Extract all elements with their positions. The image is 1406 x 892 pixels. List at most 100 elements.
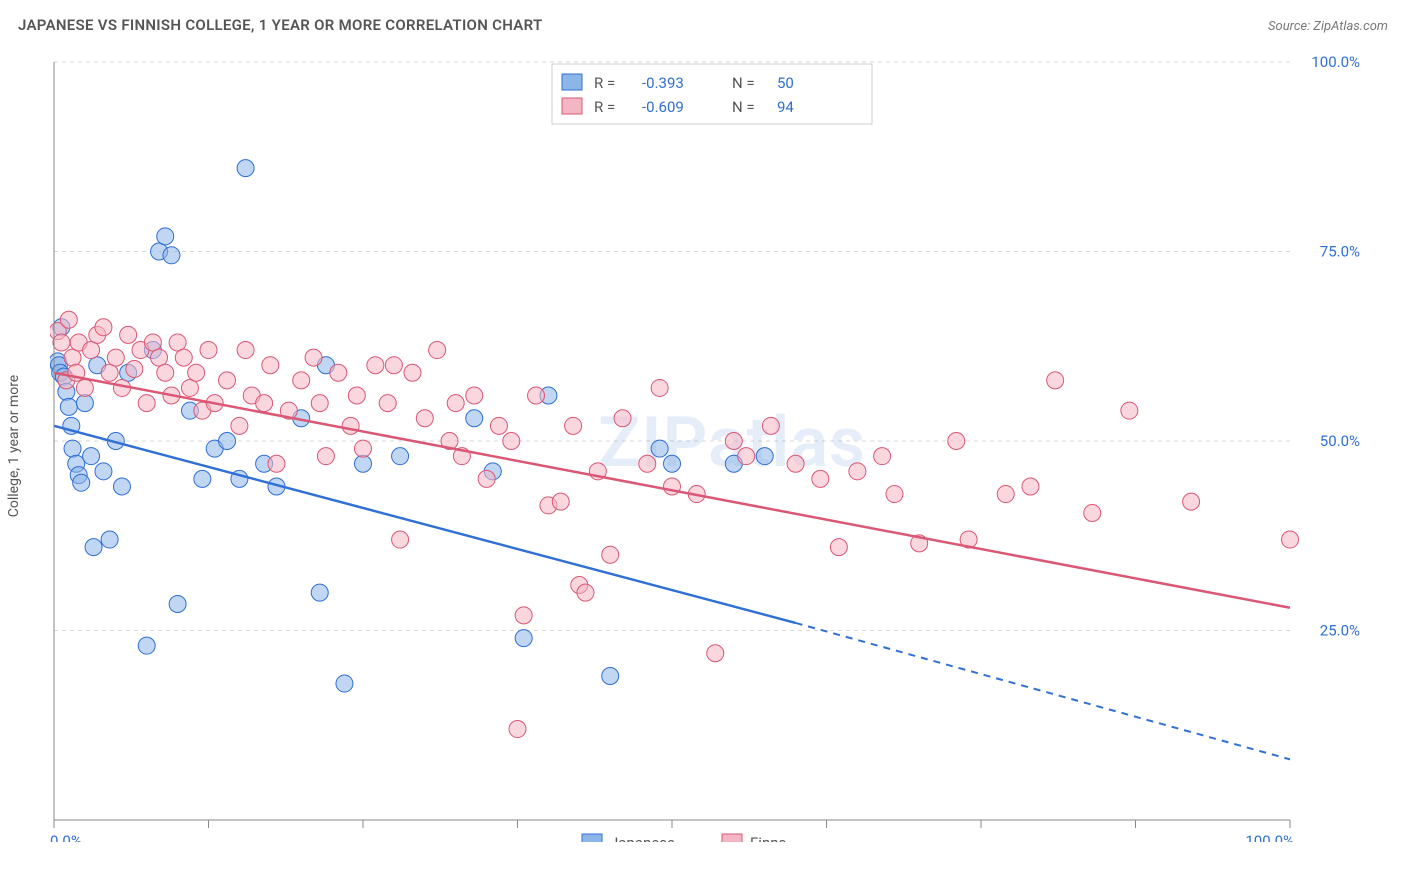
scatter-point [53, 334, 70, 351]
legend-swatch [562, 74, 582, 90]
scatter-point [478, 470, 495, 487]
svg-text:-0.609: -0.609 [642, 98, 684, 116]
svg-text:94: 94 [777, 98, 794, 116]
scatter-point [330, 364, 347, 381]
scatter-point [725, 433, 742, 450]
scatter-point [1121, 402, 1138, 419]
scatter-point [305, 349, 322, 366]
scatter-point [126, 360, 143, 377]
chart-title: JAPANESE VS FINNISH COLLEGE, 1 YEAR OR M… [18, 16, 543, 34]
scatter-point [138, 637, 155, 654]
scatter-point [107, 349, 124, 366]
scatter-point [738, 448, 755, 465]
scatter-point [231, 417, 248, 434]
legend-swatch [722, 834, 742, 842]
scatter-point [73, 474, 90, 491]
scatter-point [64, 440, 81, 457]
scatter-point [1183, 493, 1200, 510]
scatter-point [355, 440, 372, 457]
scatter-point [577, 584, 594, 601]
scatter-point [830, 539, 847, 556]
scatter-point [997, 486, 1014, 503]
scatter-point [200, 342, 217, 359]
legend-label: Finns [750, 834, 786, 842]
scatter-point [317, 448, 334, 465]
scatter-point [707, 645, 724, 662]
scatter-point [367, 357, 384, 374]
legend-swatch [562, 98, 582, 114]
scatter-point [503, 433, 520, 450]
scatter-point [64, 349, 81, 366]
y-tick-label: 25.0% [1320, 622, 1360, 640]
scatter-point [1022, 478, 1039, 495]
scatter-point [120, 326, 137, 343]
y-tick-label: 100.0% [1311, 53, 1360, 71]
scatter-point [76, 395, 93, 412]
scatter-point [157, 364, 174, 381]
scatter-point [874, 448, 891, 465]
scatter-point [787, 455, 804, 472]
scatter-point [447, 395, 464, 412]
scatter-point [429, 342, 446, 359]
scatter-point [157, 228, 174, 245]
svg-text:R =: R = [594, 74, 615, 92]
scatter-point [256, 395, 273, 412]
scatter-point [1282, 531, 1299, 548]
scatter-point [219, 433, 236, 450]
scatter-point [101, 364, 118, 381]
scatter-point [144, 334, 161, 351]
scatter-point [85, 539, 102, 556]
scatter-point [188, 364, 205, 381]
y-tick-label: 75.0% [1320, 243, 1360, 261]
scatter-point [392, 531, 409, 548]
scatter-point [262, 357, 279, 374]
scatter-point [379, 395, 396, 412]
scatter-point [948, 433, 965, 450]
scatter-point [849, 463, 866, 480]
scatter-point [311, 395, 328, 412]
scatter-point [268, 455, 285, 472]
chart-container: College, 1 year or more 25.0%50.0%75.0%1… [50, 50, 1386, 842]
scatter-point [602, 546, 619, 563]
scatter-point [404, 364, 421, 381]
scatter-point [95, 319, 112, 336]
scatter-point [651, 379, 668, 396]
scatter-point [614, 410, 631, 427]
scatter-point [416, 410, 433, 427]
scatter-point [385, 357, 402, 374]
scatter-point [509, 721, 526, 738]
scatter-point [515, 630, 532, 647]
scatter-point [169, 595, 186, 612]
scatter-point [138, 395, 155, 412]
scatter-point [83, 342, 100, 359]
scatter-point [101, 531, 118, 548]
scatter-point [311, 584, 328, 601]
scatter-point [194, 470, 211, 487]
scatter-point [237, 342, 254, 359]
scatter-point [113, 478, 130, 495]
scatter-point [336, 675, 353, 692]
x-tick-label: 100.0% [1245, 832, 1294, 842]
x-tick-label: 0.0% [50, 832, 82, 842]
scatter-point [664, 455, 681, 472]
series-legend: JapaneseFinns [582, 834, 786, 842]
svg-text:N =: N = [732, 98, 755, 116]
scatter-point [237, 160, 254, 177]
scatter-point [466, 410, 483, 427]
y-axis-label: College, 1 year or more [6, 375, 22, 517]
scatter-point [490, 417, 507, 434]
scatter-point [60, 311, 77, 328]
scatter-point [528, 387, 545, 404]
regression-line-extrapolated [796, 623, 1290, 759]
scatter-point [293, 372, 310, 389]
scatter-point [651, 440, 668, 457]
scatter-point [219, 372, 236, 389]
scatter-point [83, 448, 100, 465]
scatter-point [95, 463, 112, 480]
svg-text:50: 50 [777, 74, 794, 92]
svg-text:-0.393: -0.393 [642, 74, 684, 92]
scatter-chart: 25.0%50.0%75.0%100.0%ZIPatlas0.0%100.0%R… [50, 50, 1386, 842]
y-tick-label: 50.0% [1320, 432, 1360, 450]
legend-swatch [582, 834, 602, 842]
scatter-point [163, 247, 180, 264]
